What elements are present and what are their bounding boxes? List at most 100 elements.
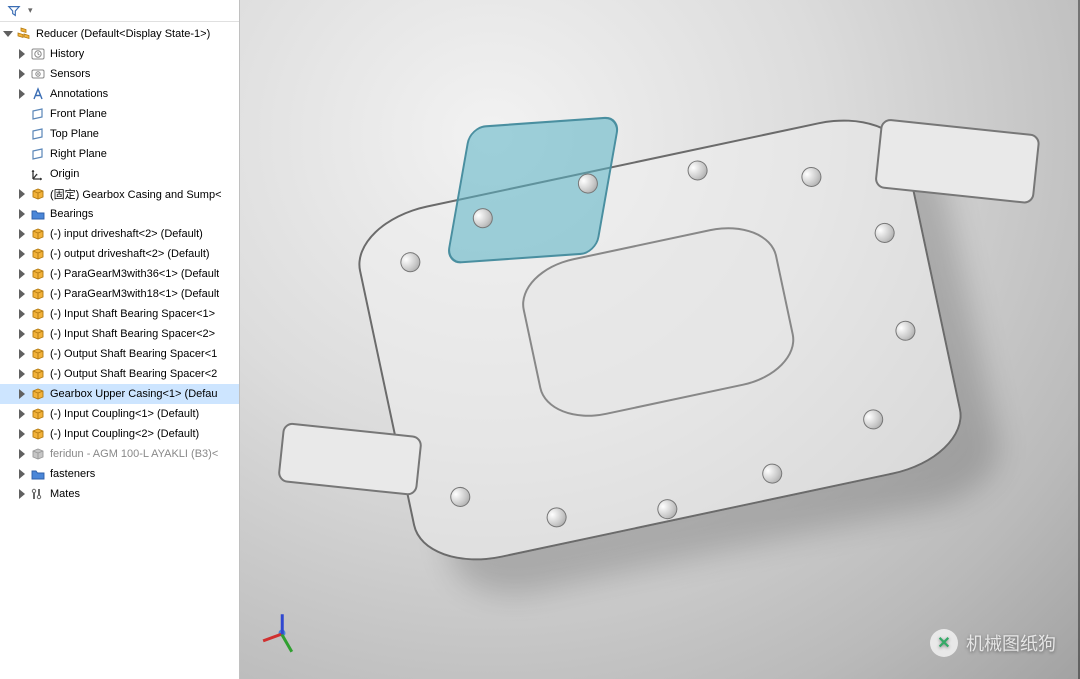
filter-bar[interactable]: ▾	[0, 0, 239, 22]
mates-icon	[30, 486, 46, 502]
annotation-icon	[30, 86, 46, 102]
expand-toggle[interactable]	[16, 209, 27, 220]
part-icon	[30, 426, 46, 442]
expand-toggle[interactable]	[16, 249, 27, 260]
tree-item-label: Top Plane	[50, 128, 99, 140]
part-icon	[30, 226, 46, 242]
tree-item-label: feridun - AGM 100-L AYAKLI (B3)<	[50, 448, 218, 460]
tree-root[interactable]: Reducer (Default<Display State-1>)	[0, 24, 239, 44]
tree-item-label: Origin	[50, 168, 79, 180]
expand-toggle[interactable]	[16, 189, 27, 200]
tree-item-label: (-) Output Shaft Bearing Spacer<1	[50, 348, 217, 360]
expand-toggle[interactable]	[16, 389, 27, 400]
tree-item[interactable]: Mates	[0, 484, 239, 504]
part-icon	[30, 306, 46, 322]
tree-item[interactable]: Gearbox Upper Casing<1> (Defau	[0, 384, 239, 404]
plane-icon	[30, 146, 46, 162]
feature-tree[interactable]: Reducer (Default<Display State-1>) Histor…	[0, 22, 239, 679]
part-icon	[30, 346, 46, 362]
tree-item[interactable]: (-) Input Shaft Bearing Spacer<1>	[0, 304, 239, 324]
expand-toggle[interactable]	[16, 369, 27, 380]
expand-toggle[interactable]	[16, 429, 27, 440]
tree-item-label: (-) ParaGearM3with18<1> (Default	[50, 288, 219, 300]
dropdown-icon[interactable]: ▾	[28, 5, 33, 16]
tree-item-label: fasteners	[50, 468, 95, 480]
tree-root-label: Reducer (Default<Display State-1>)	[36, 28, 210, 40]
part-icon	[30, 266, 46, 282]
tree-item-label: Mates	[50, 488, 80, 500]
expand-toggle[interactable]	[16, 329, 27, 340]
expand-toggle[interactable]	[16, 489, 27, 500]
folder-icon	[30, 206, 46, 222]
feature-tree-panel: ▾ Reducer (Default<Display State-1>) Hist…	[0, 0, 240, 679]
tree-item-label: (-) Input Shaft Bearing Spacer<2>	[50, 328, 215, 340]
tree-item-label: (-) Output Shaft Bearing Spacer<2	[50, 368, 217, 380]
tree-item-label: (-) Input Shaft Bearing Spacer<1>	[50, 308, 215, 320]
tree-item[interactable]: Sensors	[0, 64, 239, 84]
tree-item-label: (-) Input Coupling<2> (Default)	[50, 428, 199, 440]
tree-item-label: History	[50, 48, 84, 60]
expand-toggle[interactable]	[16, 409, 27, 420]
assembly-icon	[16, 26, 32, 42]
orientation-triad[interactable]	[260, 611, 304, 655]
tree-item-label: Bearings	[50, 208, 93, 220]
watermark: ✕ 机械图纸狗	[930, 629, 1056, 657]
tree-item-label: (固定) Gearbox Casing and Sump<	[50, 186, 222, 202]
tree-item-label: (-) input driveshaft<2> (Default)	[50, 228, 203, 240]
expand-toggle[interactable]	[16, 349, 27, 360]
tree-item[interactable]: (-) Input Coupling<1> (Default)	[0, 404, 239, 424]
tree-item-label: Right Plane	[50, 148, 107, 160]
expand-toggle[interactable]	[16, 229, 27, 240]
tree-item[interactable]: (-) Input Shaft Bearing Spacer<2>	[0, 324, 239, 344]
expand-toggle[interactable]	[16, 49, 27, 60]
model-viewport[interactable]: ✕ 机械图纸狗	[240, 0, 1080, 679]
tree-item[interactable]: History	[0, 44, 239, 64]
tree-item[interactable]: Annotations	[0, 84, 239, 104]
plane-icon	[30, 106, 46, 122]
filter-icon	[6, 3, 22, 19]
part-icon	[30, 286, 46, 302]
tree-item[interactable]: feridun - AGM 100-L AYAKLI (B3)<	[0, 444, 239, 464]
part-icon	[30, 406, 46, 422]
expand-toggle[interactable]	[16, 309, 27, 320]
tree-item[interactable]: (-) Output Shaft Bearing Spacer<1	[0, 344, 239, 364]
tree-item[interactable]: Top Plane	[0, 124, 239, 144]
tree-item[interactable]: Right Plane	[0, 144, 239, 164]
part-icon	[30, 386, 46, 402]
tree-item-label: (-) Input Coupling<1> (Default)	[50, 408, 199, 420]
tree-item[interactable]: (-) output driveshaft<2> (Default)	[0, 244, 239, 264]
origin-icon	[30, 166, 46, 182]
history-icon	[30, 46, 46, 62]
watermark-text: 机械图纸狗	[966, 630, 1056, 656]
watermark-logo-icon: ✕	[930, 629, 958, 657]
expand-toggle[interactable]	[16, 469, 27, 480]
model-placeholder	[240, 0, 1080, 679]
tree-item[interactable]: Origin	[0, 164, 239, 184]
expand-toggle[interactable]	[16, 269, 27, 280]
tree-item[interactable]: (-) ParaGearM3with18<1> (Default	[0, 284, 239, 304]
tree-item[interactable]: (-) ParaGearM3with36<1> (Default	[0, 264, 239, 284]
tree-item[interactable]: (-) Output Shaft Bearing Spacer<2	[0, 364, 239, 384]
plane-icon	[30, 126, 46, 142]
expand-toggle[interactable]	[16, 449, 27, 460]
tree-item[interactable]: Front Plane	[0, 104, 239, 124]
folder-icon	[30, 466, 46, 482]
tree-item-label: (-) ParaGearM3with36<1> (Default	[50, 268, 219, 280]
tree-item-label: Sensors	[50, 68, 90, 80]
tree-item[interactable]: (-) Input Coupling<2> (Default)	[0, 424, 239, 444]
tree-item[interactable]: Bearings	[0, 204, 239, 224]
expand-toggle[interactable]	[16, 89, 27, 100]
tree-item-label: Front Plane	[50, 108, 107, 120]
sensor-icon	[30, 66, 46, 82]
tree-item[interactable]: (-) input driveshaft<2> (Default)	[0, 224, 239, 244]
tree-item[interactable]: (固定) Gearbox Casing and Sump<	[0, 184, 239, 204]
part-icon	[30, 186, 46, 202]
expand-toggle[interactable]	[2, 29, 13, 40]
expand-toggle[interactable]	[16, 289, 27, 300]
part-icon	[30, 246, 46, 262]
tree-item-label: Gearbox Upper Casing<1> (Defau	[50, 388, 218, 400]
tree-item-label: Annotations	[50, 88, 108, 100]
part-icon	[30, 326, 46, 342]
tree-item[interactable]: fasteners	[0, 464, 239, 484]
expand-toggle[interactable]	[16, 69, 27, 80]
